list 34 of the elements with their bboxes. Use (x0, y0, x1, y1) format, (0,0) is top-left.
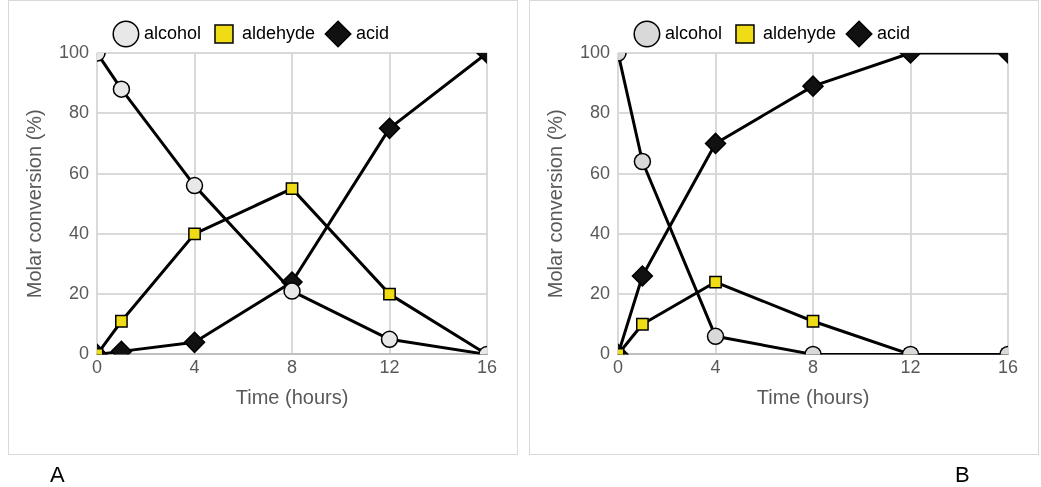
x-tick-label: 12 (379, 357, 400, 378)
y-tick-label: 80 (69, 102, 90, 123)
x-tick-label: 16 (476, 357, 498, 378)
x-axis-title: Time (hours) (756, 385, 870, 408)
text: B (955, 462, 970, 487)
x-tick-label: 8 (287, 357, 298, 378)
x-tick-label: 16 (997, 357, 1019, 378)
y-tick-label: 40 (590, 222, 611, 243)
legend-label: acid (877, 22, 911, 43)
y-axis-title: Molar conversion (%) (22, 109, 45, 299)
legend-label: acid (356, 22, 390, 43)
x-axis-title: Time (hours) (235, 385, 349, 408)
y-tick-label: 100 (579, 41, 611, 62)
x-tick-label: 12 (900, 357, 921, 378)
y-tick-label: 60 (590, 162, 611, 183)
y-tick-label: 60 (69, 162, 90, 183)
legend-label: aldehyde (241, 22, 316, 43)
legend-label: alcohol (664, 22, 722, 43)
x-tick-label: 4 (189, 357, 200, 378)
legend-label: alcohol (143, 22, 201, 43)
text: A (50, 462, 65, 487)
y-tick-label: 20 (69, 283, 90, 304)
x-tick-label: 8 (808, 357, 819, 378)
y-axis-title: Molar conversion (%) (543, 109, 566, 299)
x-tick-label: 4 (710, 357, 721, 378)
x-tick-label: 0 (613, 357, 624, 378)
y-tick-label: 100 (58, 41, 90, 62)
y-tick-label: 20 (590, 283, 611, 304)
y-tick-label: 0 (600, 343, 611, 364)
y-tick-label: 0 (79, 343, 90, 364)
legend-label: aldehyde (762, 22, 837, 43)
x-tick-label: 0 (92, 357, 103, 378)
y-tick-label: 80 (590, 102, 611, 123)
y-tick-label: 40 (69, 222, 90, 243)
